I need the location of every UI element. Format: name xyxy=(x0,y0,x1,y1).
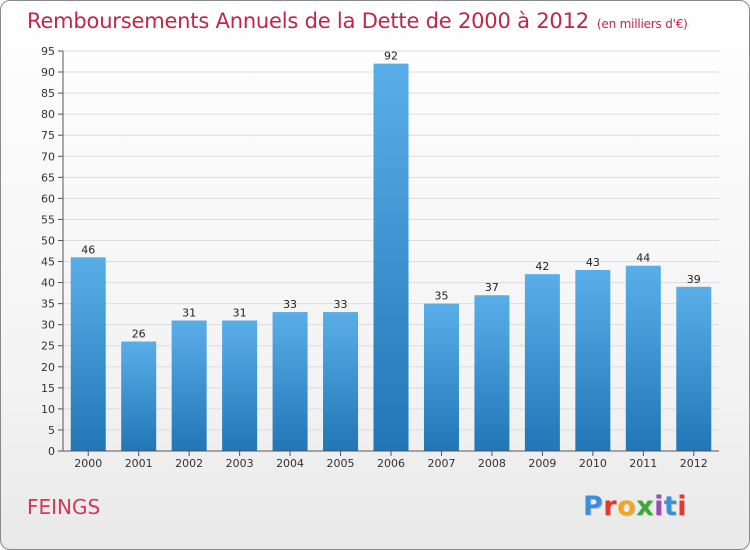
y-tick-label: 60 xyxy=(41,192,55,205)
y-tick-label: 30 xyxy=(41,319,55,332)
y-tick-label: 70 xyxy=(41,150,55,163)
bar-value-label: 46 xyxy=(81,243,95,256)
y-tick-label: 95 xyxy=(41,45,55,58)
logo-letter: x xyxy=(636,491,655,522)
logo-letter: o xyxy=(617,491,637,522)
bar-value-label: 43 xyxy=(586,256,600,269)
bar xyxy=(676,286,712,451)
y-tick-label: 20 xyxy=(41,361,55,374)
bar xyxy=(272,312,308,451)
y-tick-label: 25 xyxy=(41,340,55,353)
proxiti-logo[interactable]: Proxiti xyxy=(583,491,687,522)
bar-value-label: 42 xyxy=(535,260,549,273)
bar xyxy=(70,257,106,451)
y-tick-label: 5 xyxy=(48,424,55,437)
y-tick-label: 45 xyxy=(41,256,55,269)
x-tick-label: 2008 xyxy=(478,457,506,470)
bar xyxy=(423,303,459,451)
x-tick-label: 2001 xyxy=(125,457,153,470)
chart-subtitle: (en milliers d'€) xyxy=(596,17,688,31)
bars xyxy=(70,63,712,451)
bar-value-label: 35 xyxy=(434,290,448,303)
y-tick-label: 65 xyxy=(41,171,55,184)
x-tick-label: 2006 xyxy=(377,457,405,470)
x-tick-label: 2005 xyxy=(327,457,355,470)
y-tick-label: 75 xyxy=(41,129,55,142)
logo-letter: P xyxy=(583,491,604,522)
x-tick-label: 2009 xyxy=(528,457,556,470)
bar-value-label: 31 xyxy=(233,306,247,319)
bar-value-label: 26 xyxy=(132,328,146,341)
logo-letter: t xyxy=(663,491,678,522)
bar-value-label: 44 xyxy=(636,252,650,265)
logo-letter: r xyxy=(603,491,618,522)
x-tick-label: 2012 xyxy=(680,457,708,470)
y-tick-label: 55 xyxy=(41,213,55,226)
y-tick-label: 10 xyxy=(41,403,55,416)
bar xyxy=(323,312,359,451)
logo-letter: i xyxy=(654,491,664,522)
bar xyxy=(524,274,560,451)
y-tick-label: 90 xyxy=(41,66,55,79)
x-tick-label: 2003 xyxy=(226,457,254,470)
axes: 0 5 10 15 20 25 30 35 40 45 50 55 60 65 70 75 80 85 90 95 20… xyxy=(41,45,719,470)
bar-value-label: 37 xyxy=(485,281,499,294)
y-tick-label: 35 xyxy=(41,298,55,311)
y-tick-label: 50 xyxy=(41,234,55,247)
commune-name: FEINGS xyxy=(27,495,101,519)
y-tick-label: 40 xyxy=(41,277,55,290)
y-tick-label: 15 xyxy=(41,382,55,395)
bar xyxy=(373,63,409,451)
chart-title: Remboursements Annuels de la Dette de 20… xyxy=(27,9,688,33)
chart-title-text: Remboursements Annuels de la Dette de 20… xyxy=(27,9,589,33)
bar xyxy=(625,265,661,451)
bar-value-label: 33 xyxy=(283,298,297,311)
bar-value-label: 33 xyxy=(334,298,348,311)
bar xyxy=(171,320,207,451)
bar-value-label: 31 xyxy=(182,306,196,319)
logo-letter: i xyxy=(677,491,688,522)
y-tick-label: 80 xyxy=(41,108,55,121)
bar xyxy=(222,320,258,451)
bar xyxy=(121,341,157,451)
bar-value-label: 39 xyxy=(687,273,701,286)
y-tick-label: 85 xyxy=(41,87,55,100)
x-tick-label: 2002 xyxy=(175,457,203,470)
x-tick-label: 2007 xyxy=(427,457,455,470)
bar xyxy=(474,295,510,451)
x-tick-label: 2000 xyxy=(74,457,102,470)
bar-value-label: 92 xyxy=(384,50,398,63)
bar xyxy=(575,269,611,451)
labels: 46 26 31 31 33 33 92 35 37 42 43 44 39 xyxy=(81,50,701,341)
x-tick-label: 2004 xyxy=(276,457,304,470)
x-tick-label: 2010 xyxy=(579,457,607,470)
x-tick-label: 2011 xyxy=(629,457,657,470)
y-tick-label: 0 xyxy=(48,445,55,458)
